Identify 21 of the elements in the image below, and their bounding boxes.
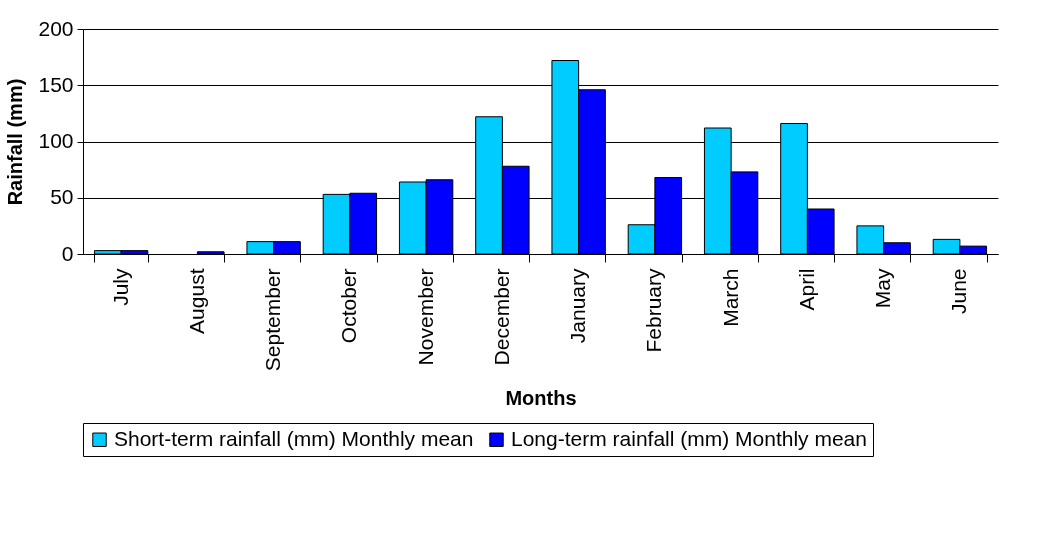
y-tick-label: 200 bbox=[38, 16, 74, 40]
x-tick-label: July bbox=[108, 268, 132, 306]
y-tick-label: 0 bbox=[61, 241, 74, 265]
x-tick-label: October bbox=[337, 268, 361, 344]
legend-label: Short-term rainfall (mm) Monthly mean bbox=[114, 426, 474, 450]
y-axis-title: Rainfall (mm) bbox=[4, 78, 27, 206]
y-tick-label: 100 bbox=[38, 129, 74, 152]
x-tick-label: February bbox=[642, 268, 666, 353]
x-tick-label: January bbox=[566, 268, 590, 344]
x-tick-label: June bbox=[947, 268, 971, 315]
x-axis-title: Months bbox=[505, 387, 577, 410]
x-tick-label: April bbox=[794, 268, 818, 311]
x-tick-label: September bbox=[261, 268, 285, 372]
x-tick-label: March bbox=[718, 268, 742, 327]
x-tick-label: December bbox=[489, 268, 513, 366]
y-tick-label: 150 bbox=[38, 72, 74, 96]
legend-label: Long-term rainfall (mm) Monthly mean bbox=[511, 426, 867, 450]
x-tick-label: May bbox=[871, 268, 895, 309]
y-tick-label: 50 bbox=[50, 185, 74, 209]
x-tick-label: November bbox=[413, 268, 437, 366]
x-tick-label: August bbox=[184, 268, 208, 334]
